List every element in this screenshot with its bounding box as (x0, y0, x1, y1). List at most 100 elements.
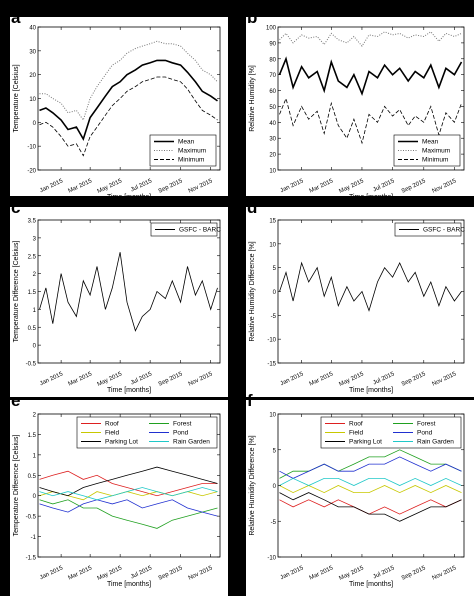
series-line-forest (39, 499, 218, 529)
x-axis-label: Time [months] (349, 387, 393, 394)
y-tick-label: 20 (269, 153, 276, 159)
y-axis-label: Temperature [Celsius] (13, 64, 20, 132)
y-axis-label: Temperature Difference [Celsius] (13, 435, 20, 537)
axes-frame (37, 413, 221, 558)
y-tick-label: 2 (33, 413, 37, 419)
y-tick-label: -0.5 (26, 515, 37, 521)
y-axis-label: Temperature Difference [Celsius] (13, 241, 20, 343)
legend-label: Maximum (422, 148, 450, 155)
y-tick-label: 2.5 (28, 254, 37, 260)
y-tick-label: -10 (267, 556, 276, 562)
y-tick-label: 30 (29, 49, 36, 55)
legend-label: GSFC - BARC (179, 227, 221, 234)
y-tick-label: 0.5 (28, 474, 37, 480)
y-tick-label: 5 (273, 448, 277, 454)
panel-letter: b (247, 8, 257, 27)
panel-letter: c (11, 198, 20, 217)
y-tick-label: -10 (27, 145, 36, 151)
y-tick-label: -1.5 (26, 556, 37, 562)
legend: Mean Maximum Minimum (149, 134, 217, 167)
y-tick-label: -20 (27, 169, 36, 175)
legend-label: Parking Lot (349, 439, 382, 446)
y-tick-label: -0.5 (26, 362, 37, 368)
legend: Mean Maximum Minimum (393, 134, 461, 167)
legend-box (394, 222, 462, 237)
series-line-maximum (39, 40, 218, 122)
y-tick-label: 30 (269, 137, 276, 143)
y-axis-label: Relative Humidity Difference [%] (249, 241, 256, 341)
axes-frame (277, 26, 465, 171)
series-line-gsfc-barc (39, 252, 218, 332)
panel-background (10, 17, 228, 196)
x-axis-label: Time [months] (107, 194, 151, 201)
legend-label: Pond (417, 430, 433, 437)
x-axis-label: Time [months] (107, 581, 151, 588)
y-tick-label: 10 (29, 97, 36, 103)
legend: Roof Field Parking Lot Forest Pond Rain Garde… (320, 416, 462, 449)
legend-box (149, 134, 217, 167)
y-tick-label: 60 (269, 89, 276, 95)
y-tick-label: 10 (269, 413, 276, 419)
y-tick-label: 40 (29, 26, 36, 32)
y-axis-label: Relative Humidity [%] (249, 65, 256, 132)
legend-label: Forest (173, 421, 192, 428)
y-tick-label: 0 (33, 494, 37, 500)
legend-label: Roof (105, 421, 119, 428)
y-tick-label: 20 (29, 73, 36, 79)
legend: GSFC - BARC (394, 222, 465, 237)
legend-box (393, 134, 461, 167)
y-tick-label: 40 (269, 121, 276, 127)
y-tick-label: 50 (269, 105, 276, 111)
y-tick-label: 1.5 (28, 433, 37, 439)
y-tick-label: -1 (31, 535, 37, 541)
legend-label: Rain Garden (417, 439, 454, 446)
legend-label: Minimum (422, 157, 448, 164)
legend-label: GSFC - BARC (423, 227, 465, 234)
y-tick-label: 0 (273, 484, 277, 490)
y-tick-label: 10 (269, 169, 276, 175)
y-tick-label: 0 (33, 121, 37, 127)
series-line-gsfc-barc (279, 261, 462, 312)
legend: Roof Field Parking Lot Forest Pond Rain Garde… (76, 416, 218, 449)
y-tick-label: 100 (266, 26, 277, 32)
y-tick-label: 1 (33, 453, 37, 459)
y-tick-label: 0 (273, 290, 277, 296)
series-line-parking-lot (279, 492, 462, 522)
y-tick-label: -5 (271, 314, 277, 320)
legend-box (150, 222, 218, 237)
y-tick-label: 3 (33, 236, 37, 242)
legend-label: Field (105, 430, 119, 437)
legend-label: Rain Garden (173, 439, 210, 446)
y-tick-label: 1.5 (28, 290, 37, 296)
series-line-rain-garden (39, 487, 218, 501)
legend-label: Roof (349, 421, 363, 428)
series-line-roof (39, 470, 218, 497)
panel-letter: d (247, 198, 257, 217)
y-tick-label: -15 (267, 362, 276, 368)
y-tick-label: -5 (271, 520, 277, 526)
legend-label: Parking Lot (105, 439, 138, 446)
legend-label: Pond (173, 430, 189, 437)
x-axis-label: Time [months] (349, 194, 393, 201)
y-tick-label: 15 (269, 219, 276, 225)
series-line-rain-garden (279, 477, 462, 486)
x-axis-label: Time [months] (349, 581, 393, 588)
y-tick-label: 1 (33, 308, 37, 314)
y-axis-label: Relative Humidity Difference [%] (249, 435, 256, 535)
y-tick-label: -10 (267, 338, 276, 344)
y-tick-label: 2 (33, 272, 37, 278)
y-tick-label: 5 (273, 266, 277, 272)
series-line-minimum (279, 97, 462, 145)
y-tick-label: 3.5 (28, 219, 37, 225)
legend-label: Maximum (178, 148, 206, 155)
panel-letter: f (247, 391, 253, 410)
panel-letter: e (11, 391, 20, 410)
legend-label: Mean (422, 139, 439, 146)
panel-background (10, 207, 228, 397)
y-tick-label: 70 (269, 73, 276, 79)
